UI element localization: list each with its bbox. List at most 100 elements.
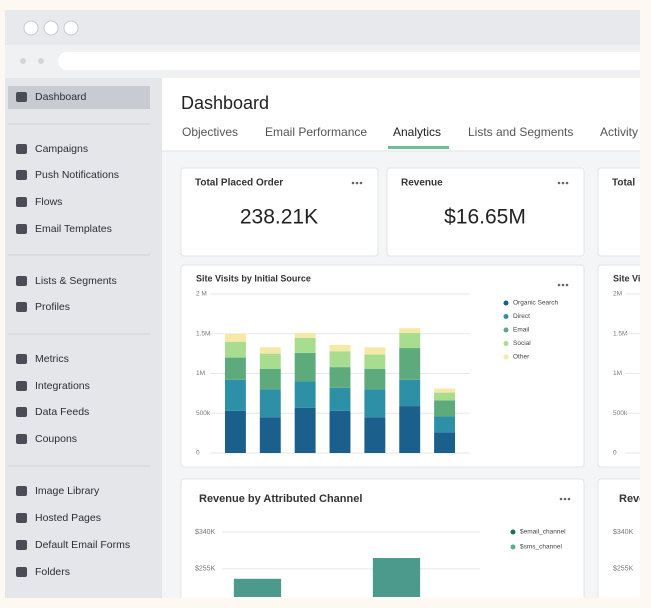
y-tick-label: $255K bbox=[195, 566, 216, 573]
legend-label: Email bbox=[513, 327, 530, 334]
bar-segment bbox=[329, 387, 351, 411]
bar-segment bbox=[364, 354, 386, 369]
nav-icon bbox=[16, 197, 27, 207]
more-icon[interactable] bbox=[567, 497, 571, 501]
legend-swatch bbox=[503, 327, 509, 333]
card-title: Revenue bbox=[401, 178, 443, 189]
more-icon[interactable] bbox=[355, 181, 359, 185]
legend-label: $email_channel bbox=[520, 529, 566, 536]
bar-segment bbox=[224, 357, 246, 380]
legend-swatch bbox=[503, 300, 509, 306]
bar-segment bbox=[259, 417, 281, 453]
forward-button[interactable] bbox=[38, 58, 44, 64]
nav-item[interactable]: Flows bbox=[35, 196, 62, 208]
more-icon[interactable] bbox=[359, 181, 363, 185]
bar-segment bbox=[224, 379, 246, 411]
y-tick-label: 2 M bbox=[196, 291, 207, 298]
legend-swatch bbox=[510, 529, 516, 535]
nav-item[interactable]: Default Email Forms bbox=[35, 539, 130, 551]
more-icon[interactable] bbox=[559, 497, 563, 501]
bar-segment bbox=[329, 367, 351, 388]
nav-item[interactable]: Email Templates bbox=[35, 223, 112, 235]
maximize-button[interactable] bbox=[63, 20, 79, 36]
more-icon[interactable] bbox=[561, 181, 565, 185]
bar-segment bbox=[364, 417, 386, 453]
more-icon[interactable] bbox=[557, 283, 561, 287]
chart-title: Reve bbox=[619, 493, 645, 505]
legend-swatch bbox=[503, 354, 509, 360]
nav-item[interactable]: Coupons bbox=[35, 433, 77, 445]
close-button[interactable] bbox=[23, 20, 39, 36]
card-value: 238.21K bbox=[240, 206, 318, 229]
nav-item[interactable]: Push Notifications bbox=[35, 169, 119, 181]
tab[interactable]: Activity bbox=[600, 125, 638, 139]
card-title: Total Placed Order bbox=[195, 178, 283, 189]
legend-label: Social bbox=[513, 340, 531, 347]
tab[interactable]: Analytics bbox=[393, 125, 441, 139]
nav-icon bbox=[16, 540, 27, 550]
nav-item[interactable]: Profiles bbox=[35, 301, 70, 313]
header bbox=[162, 78, 640, 151]
more-icon[interactable] bbox=[557, 181, 561, 185]
nav-item[interactable]: Data Feeds bbox=[35, 406, 89, 418]
window: Dashboard Dashboard Campaigns Push Notific… bbox=[5, 10, 651, 598]
y-tick-label: 2M bbox=[613, 291, 622, 298]
address-bar[interactable] bbox=[58, 52, 651, 70]
bar-segment bbox=[294, 332, 316, 338]
card-title: Total bbox=[612, 178, 635, 189]
bar-segment bbox=[364, 368, 386, 390]
y-tick-label: 0 bbox=[196, 450, 200, 457]
bar-segment bbox=[329, 410, 351, 453]
nav-item[interactable]: Dashboard bbox=[35, 91, 87, 103]
nav-icon bbox=[16, 224, 27, 234]
card-value: $16.65M bbox=[444, 206, 526, 229]
legend-label: Organic Search bbox=[513, 300, 559, 307]
nav-icon bbox=[16, 486, 27, 496]
y-tick-label: 1M bbox=[196, 370, 205, 377]
nav-item[interactable]: Campaigns bbox=[35, 143, 88, 155]
nav-item[interactable]: Image Library bbox=[35, 485, 100, 497]
tab[interactable]: Lists and Segments bbox=[468, 125, 573, 139]
bar-segment bbox=[399, 348, 421, 380]
tab[interactable]: Email Performance bbox=[265, 125, 367, 139]
nav-item[interactable]: Integrations bbox=[35, 380, 90, 392]
card bbox=[597, 264, 640, 468]
nav-item[interactable]: Hosted Pages bbox=[35, 512, 101, 524]
more-icon[interactable] bbox=[561, 283, 565, 287]
bar-segment bbox=[294, 337, 316, 353]
nav-item[interactable]: Lists & Segments bbox=[35, 275, 117, 287]
bar-segment bbox=[399, 406, 421, 453]
y-tick-label: 0 bbox=[613, 450, 617, 457]
bar-segment bbox=[224, 410, 246, 453]
more-icon[interactable] bbox=[565, 181, 569, 185]
bar-segment bbox=[434, 416, 456, 433]
y-tick-label: 500k bbox=[196, 410, 211, 417]
nav-item[interactable]: Folders bbox=[35, 566, 70, 578]
bar-segment bbox=[434, 400, 456, 417]
bar-segment bbox=[434, 388, 456, 393]
more-icon[interactable] bbox=[565, 283, 569, 287]
legend-swatch bbox=[503, 314, 509, 319]
card bbox=[180, 478, 585, 598]
bar-segment bbox=[399, 379, 421, 407]
legend-label: Other bbox=[513, 354, 530, 361]
y-tick-label: $340K bbox=[613, 529, 634, 536]
active-tab-underline bbox=[388, 146, 449, 149]
nav-item[interactable]: Metrics bbox=[35, 353, 69, 365]
bar-segment bbox=[329, 344, 351, 352]
bar-segment bbox=[294, 381, 316, 408]
legend-swatch bbox=[510, 544, 516, 550]
bar bbox=[372, 558, 421, 597]
tab[interactable]: Objectives bbox=[182, 125, 238, 139]
legend-label: $sms_channel bbox=[520, 544, 562, 551]
nav-icon bbox=[16, 567, 27, 577]
more-icon[interactable] bbox=[563, 497, 567, 501]
nav-icon bbox=[16, 144, 27, 154]
back-button[interactable] bbox=[20, 58, 26, 64]
minimize-button[interactable] bbox=[43, 20, 59, 36]
sidebar bbox=[5, 78, 162, 598]
more-icon[interactable] bbox=[351, 181, 355, 185]
legend-swatch bbox=[503, 341, 509, 346]
card bbox=[597, 478, 640, 598]
